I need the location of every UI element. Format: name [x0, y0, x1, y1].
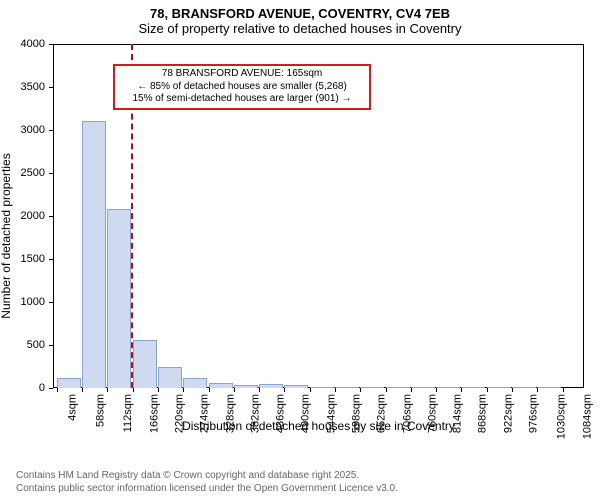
- histogram-bar: [436, 387, 460, 388]
- x-axis-label: Distribution of detached houses by size …: [53, 419, 584, 433]
- y-tick-mark: [49, 388, 53, 389]
- y-tick-mark: [49, 130, 53, 131]
- x-tick-label: 4sqm: [66, 394, 78, 421]
- x-tick-mark: [335, 388, 336, 392]
- y-tick-label: 1000: [21, 296, 45, 308]
- histogram-bar: [259, 384, 283, 388]
- histogram-bar: [107, 209, 131, 388]
- annotation-line-3: 15% of semi-detached houses are larger (…: [121, 93, 363, 106]
- plot-area: 050010001500200025003000350040004sqm58sq…: [53, 44, 584, 388]
- footer-line-1: Contains HM Land Registry data © Crown c…: [16, 469, 398, 482]
- y-tick-label: 1500: [21, 253, 45, 265]
- histogram-bar: [461, 387, 485, 388]
- x-tick-mark: [360, 388, 361, 392]
- x-tick-mark: [411, 388, 412, 392]
- y-tick-mark: [49, 44, 53, 45]
- x-tick-mark: [487, 388, 488, 392]
- histogram-bar: [537, 387, 561, 388]
- x-tick-mark: [284, 388, 285, 392]
- x-tick-mark: [107, 388, 108, 392]
- histogram-bar: [158, 367, 182, 389]
- y-tick-label: 4000: [21, 38, 45, 50]
- x-tick-mark: [436, 388, 437, 392]
- x-tick-mark: [386, 388, 387, 392]
- x-tick-mark: [563, 388, 564, 392]
- axis-left: [53, 44, 54, 388]
- y-tick-label: 3500: [21, 81, 45, 93]
- x-tick-mark: [82, 388, 83, 392]
- histogram-bar: [512, 387, 536, 388]
- y-tick-mark: [49, 216, 53, 217]
- annotation-line-2: ← 85% of detached houses are smaller (5,…: [121, 81, 363, 94]
- attribution-footer: Contains HM Land Registry data © Crown c…: [16, 469, 398, 495]
- x-tick-mark: [461, 388, 462, 392]
- x-tick-mark: [537, 388, 538, 392]
- y-tick-label: 3000: [21, 124, 45, 136]
- histogram-bar: [133, 340, 157, 388]
- chart-title-main: 78, BRANSFORD AVENUE, COVENTRY, CV4 7EB: [0, 0, 600, 21]
- histogram-bar: [335, 387, 359, 388]
- histogram-bar: [310, 387, 334, 388]
- y-tick-mark: [49, 259, 53, 260]
- y-tick-mark: [49, 173, 53, 174]
- x-tick-mark: [133, 388, 134, 392]
- histogram-bar: [411, 387, 435, 388]
- histogram-bar: [209, 383, 233, 388]
- histogram-bar: [386, 387, 410, 388]
- y-tick-label: 500: [27, 339, 45, 351]
- annotation-callout: 78 BRANSFORD AVENUE: 165sqm← 85% of deta…: [113, 64, 371, 110]
- y-tick-label: 0: [39, 382, 45, 394]
- x-tick-mark: [158, 388, 159, 392]
- histogram-bar: [82, 121, 106, 388]
- chart-container: Number of detached properties 0500100015…: [0, 38, 600, 433]
- x-tick-mark: [259, 388, 260, 392]
- x-tick-mark: [512, 388, 513, 392]
- histogram-bar: [487, 387, 511, 388]
- chart-title-sub: Size of property relative to detached ho…: [0, 21, 600, 36]
- x-tick-mark: [209, 388, 210, 392]
- y-tick-mark: [49, 345, 53, 346]
- footer-line-2: Contains public sector information licen…: [16, 482, 398, 495]
- y-tick-label: 2500: [21, 167, 45, 179]
- x-tick-mark: [57, 388, 58, 392]
- annotation-line-1: 78 BRANSFORD AVENUE: 165sqm: [121, 68, 363, 81]
- histogram-bar: [57, 378, 81, 388]
- y-tick-mark: [49, 302, 53, 303]
- y-axis-label: Number of detached properties: [0, 70, 13, 235]
- x-tick-mark: [310, 388, 311, 392]
- y-tick-label: 2000: [21, 210, 45, 222]
- x-tick-mark: [183, 388, 184, 392]
- histogram-bar: [234, 385, 258, 388]
- histogram-bar: [183, 378, 207, 388]
- histogram-bar: [360, 387, 384, 388]
- y-tick-mark: [49, 87, 53, 88]
- x-tick-mark: [234, 388, 235, 392]
- histogram-bar: [284, 385, 308, 388]
- axis-right: [583, 44, 584, 388]
